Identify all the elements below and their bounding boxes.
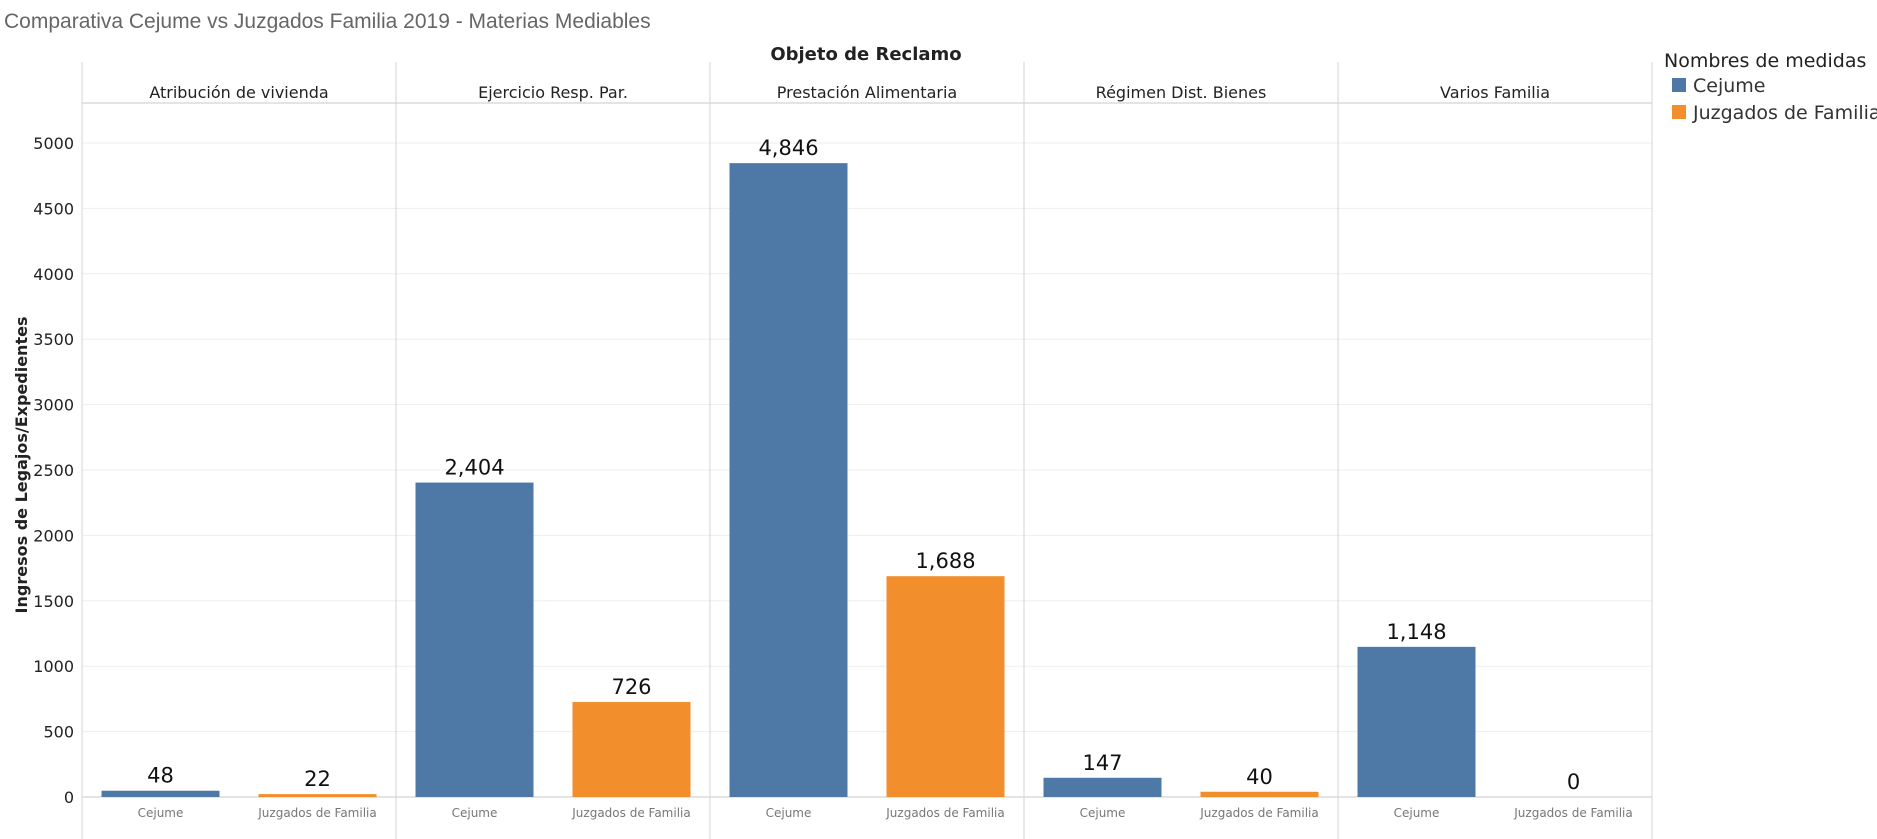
pane: Régimen Dist. Bienes 147 Cejume 40 Juzgados … bbox=[1043, 83, 1319, 820]
pane-header: Régimen Dist. Bienes bbox=[1096, 83, 1267, 102]
pane: Prestación Alimentaria 4,846 Cejume 1,688 Ju… bbox=[729, 83, 1005, 820]
x-tick-label: Juzgados de Familia bbox=[571, 806, 690, 820]
x-tick-label: Juzgados de Familia bbox=[885, 806, 1004, 820]
pane-header: Prestación Alimentaria bbox=[777, 83, 957, 102]
legend-label[interactable]: Cejume bbox=[1693, 75, 1765, 97]
x-tick-label: Juzgados de Familia bbox=[1199, 806, 1318, 820]
pane-header: Ejercicio Resp. Par. bbox=[478, 83, 628, 102]
data-label: 147 bbox=[1082, 751, 1122, 775]
bar[interactable] bbox=[258, 794, 377, 797]
legend-swatch[interactable] bbox=[1672, 78, 1686, 92]
bar[interactable] bbox=[1357, 646, 1476, 797]
y-tick-label: 1500 bbox=[33, 592, 74, 611]
y-tick-label: 2000 bbox=[33, 526, 74, 545]
pane: Varios Familia 1,148 Cejume 0 Juzgados de Fa… bbox=[1357, 83, 1633, 820]
y-tick-label: 3500 bbox=[33, 330, 74, 349]
column-header-title: Objeto de Reclamo bbox=[770, 44, 961, 65]
data-label: 48 bbox=[147, 764, 174, 788]
pane-header: Varios Familia bbox=[1440, 83, 1550, 102]
data-label: 4,846 bbox=[758, 136, 818, 160]
legend: Cejume Juzgados de Familia bbox=[1672, 75, 1877, 124]
legend-swatch[interactable] bbox=[1672, 105, 1686, 119]
bar[interactable] bbox=[886, 576, 1005, 797]
data-label: 22 bbox=[304, 767, 331, 791]
data-label: 0 bbox=[1567, 770, 1580, 794]
data-label: 40 bbox=[1246, 765, 1273, 789]
data-label: 1,688 bbox=[915, 549, 975, 573]
x-tick-label: Juzgados de Familia bbox=[1513, 806, 1632, 820]
x-tick-label: Cejume bbox=[1080, 806, 1126, 820]
pane: Atribución de vivienda 48 Cejume 22 Juzgados… bbox=[101, 83, 377, 820]
pane: Ejercicio Resp. Par. 2,404 Cejume 726 Juzgad… bbox=[415, 83, 691, 820]
y-tick-label: 4500 bbox=[33, 199, 74, 218]
y-tick-label: 3000 bbox=[33, 396, 74, 415]
x-tick-label: Cejume bbox=[138, 806, 184, 820]
y-tick-label: 5000 bbox=[33, 134, 74, 153]
y-tick-label: 2500 bbox=[33, 461, 74, 480]
bar[interactable] bbox=[415, 482, 534, 797]
legend-title: Nombres de medidas bbox=[1664, 50, 1866, 72]
y-tick-label: 0 bbox=[64, 788, 74, 807]
bar[interactable] bbox=[101, 790, 220, 797]
bar[interactable] bbox=[1200, 791, 1319, 797]
pane-header: Atribución de vivienda bbox=[149, 83, 328, 102]
data-label: 1,148 bbox=[1386, 620, 1446, 644]
bar[interactable] bbox=[1043, 777, 1162, 797]
x-tick-label: Cejume bbox=[766, 806, 812, 820]
bar[interactable] bbox=[729, 163, 848, 798]
y-axis-label: Ingresos de Legajos/Expedientes bbox=[12, 317, 31, 614]
y-tick-label: 4000 bbox=[33, 265, 74, 284]
legend-label[interactable]: Juzgados de Familia bbox=[1692, 102, 1877, 124]
chart-title: Comparativa Cejume vs Juzgados Familia 2… bbox=[4, 10, 651, 33]
data-label: 2,404 bbox=[444, 456, 504, 480]
x-tick-label: Juzgados de Familia bbox=[257, 806, 376, 820]
y-tick-label: 500 bbox=[43, 723, 74, 742]
panes: Atribución de vivienda 48 Cejume 22 Juzgados… bbox=[101, 83, 1633, 820]
bar[interactable] bbox=[572, 702, 691, 797]
x-tick-label: Cejume bbox=[452, 806, 498, 820]
data-label: 726 bbox=[611, 675, 651, 699]
x-tick-label: Cejume bbox=[1394, 806, 1440, 820]
gridlines bbox=[82, 142, 1652, 733]
y-axis: 0 500 1000 1500 2000 2500 3000 3500 4000 4500 5000 bbox=[33, 134, 74, 807]
y-tick-label: 1000 bbox=[33, 657, 74, 676]
